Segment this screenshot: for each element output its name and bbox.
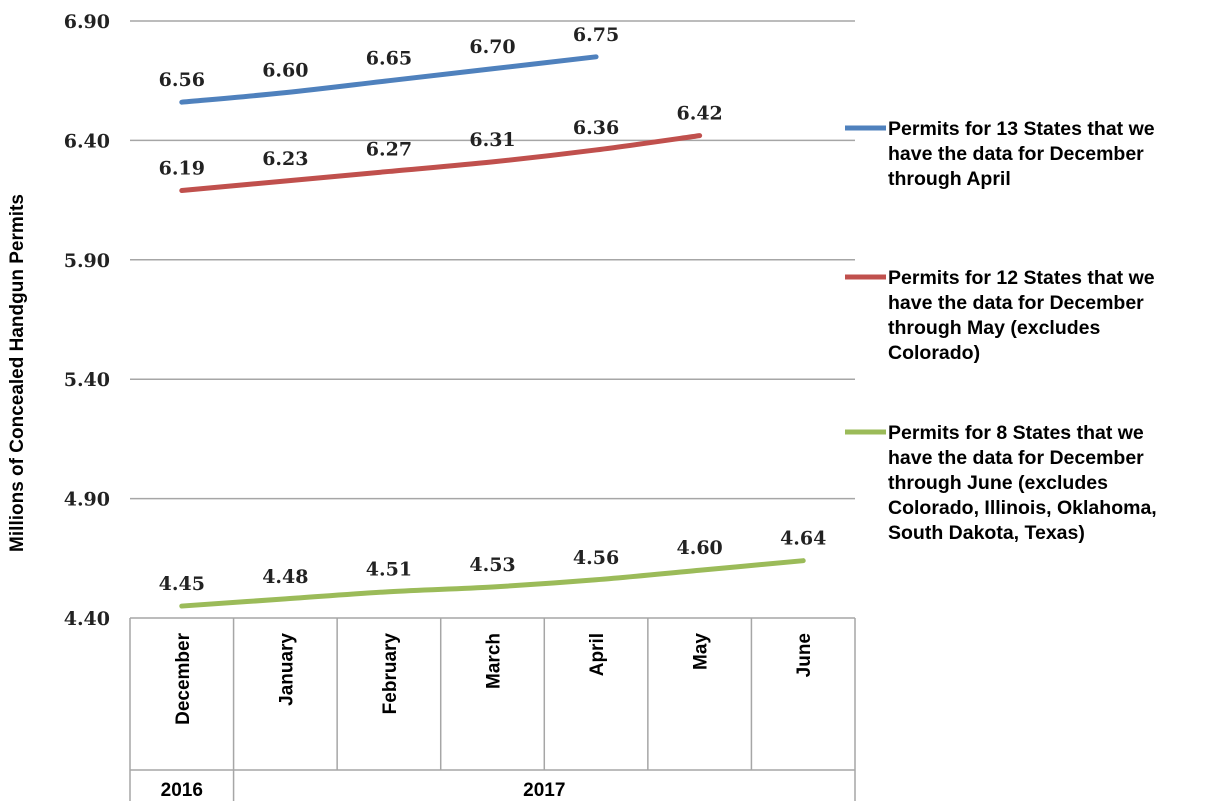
y-tick-label: 4.90 bbox=[64, 489, 110, 511]
data-label: 6.36 bbox=[573, 117, 619, 139]
data-label: 6.42 bbox=[677, 103, 723, 125]
x-tick-label: March bbox=[484, 633, 505, 689]
data-label: 4.51 bbox=[366, 559, 412, 581]
year-label: 2016 bbox=[161, 780, 203, 801]
y-axis-title: Millions of Concealed Handgun Permits bbox=[7, 194, 28, 552]
y-tick-label: 5.40 bbox=[64, 369, 110, 391]
legend-label: have the data for December bbox=[888, 292, 1144, 314]
legend-label: Permits for 12 States that we bbox=[888, 267, 1155, 289]
legend-item: Permits for 13 States that we have the da… bbox=[845, 118, 1155, 190]
data-label: 4.53 bbox=[469, 554, 515, 576]
series-line bbox=[179, 133, 703, 194]
data-label: 4.48 bbox=[262, 566, 308, 588]
x-tick-label: December bbox=[173, 632, 194, 724]
legend-label: through April bbox=[888, 168, 1011, 190]
x-tick-label: January bbox=[276, 633, 297, 706]
data-label: 6.70 bbox=[469, 36, 515, 58]
y-tick-label: 4.40 bbox=[64, 608, 110, 630]
legend: Permits for 13 States that we have the da… bbox=[845, 118, 1157, 544]
data-labels: 6.56 6.60 6.65 6.70 6.75 6.19 6.23 6.27 6.31 6.36… bbox=[159, 24, 827, 595]
data-label: 6.19 bbox=[159, 158, 205, 180]
data-label: 4.64 bbox=[780, 528, 826, 550]
data-label: 6.27 bbox=[366, 138, 412, 160]
legend-label: Colorado) bbox=[888, 342, 980, 364]
legend-label: Colorado, Illinois, Oklahoma, bbox=[888, 497, 1157, 519]
y-axis-ticks: 6.90 6.40 5.90 5.40 4.90 4.40 bbox=[64, 11, 110, 630]
data-label: 4.56 bbox=[573, 547, 619, 569]
data-label: 4.45 bbox=[159, 573, 205, 595]
legend-item: Permits for 8 States that we have the dat… bbox=[845, 422, 1157, 544]
series-line bbox=[179, 558, 806, 609]
legend-label: South Dakota, Texas) bbox=[888, 522, 1085, 544]
series-lines bbox=[179, 54, 806, 609]
legend-label: have the data for December bbox=[888, 447, 1144, 469]
legend-label: have the data for December bbox=[888, 143, 1144, 165]
data-label: 4.60 bbox=[677, 537, 723, 559]
x-tick-label: June bbox=[794, 633, 815, 677]
legend-label: through June (excludes bbox=[888, 472, 1108, 494]
data-label: 6.56 bbox=[159, 69, 205, 91]
series-line bbox=[179, 54, 599, 105]
gridlines bbox=[130, 20, 855, 619]
legend-label: through May (excludes bbox=[888, 317, 1101, 339]
y-tick-label: 6.90 bbox=[64, 11, 110, 33]
legend-label: Permits for 8 States that we bbox=[888, 422, 1144, 444]
year-label: 2017 bbox=[523, 780, 565, 801]
x-axis: December January February March April May June… bbox=[129, 618, 856, 801]
data-label: 6.31 bbox=[469, 129, 515, 151]
x-tick-label: April bbox=[587, 633, 608, 676]
legend-label: Permits for 13 States that we bbox=[888, 118, 1155, 140]
data-label: 6.75 bbox=[573, 24, 619, 46]
data-label: 6.60 bbox=[262, 60, 308, 82]
data-label: 6.23 bbox=[262, 148, 308, 170]
y-tick-label: 6.40 bbox=[64, 130, 110, 152]
legend-item: Permits for 12 States that we have the da… bbox=[845, 267, 1155, 364]
x-tick-label: February bbox=[380, 633, 401, 715]
data-label: 6.65 bbox=[366, 48, 412, 70]
x-tick-label: May bbox=[691, 633, 712, 670]
y-tick-label: 5.90 bbox=[64, 250, 110, 272]
